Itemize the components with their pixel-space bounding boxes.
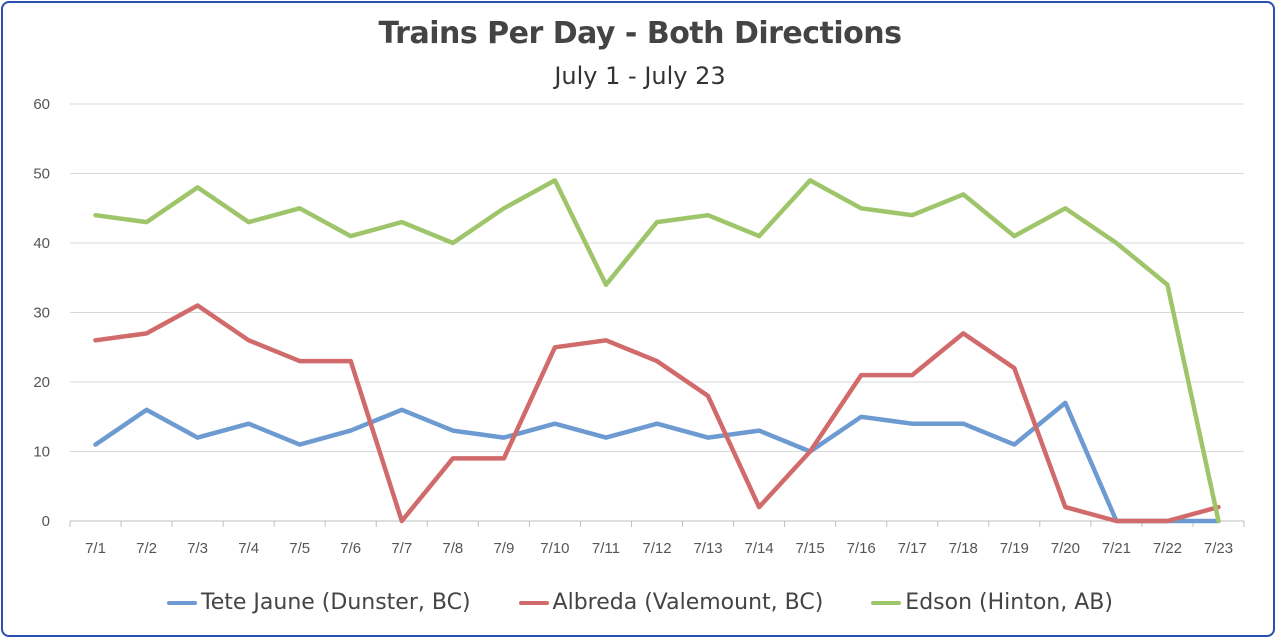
x-tick-label: 7/17 bbox=[898, 540, 927, 557]
chart-title: Trains Per Day - Both Directions bbox=[378, 16, 902, 51]
x-tick-label: 7/11 bbox=[592, 540, 620, 557]
legend-item: Edson (Hinton, AB) bbox=[871, 590, 1113, 615]
legend-label: Albreda (Valemount, BC) bbox=[552, 590, 824, 615]
legend-item: Albreda (Valemount, BC) bbox=[518, 590, 824, 615]
legend-label: Edson (Hinton, AB) bbox=[905, 590, 1113, 615]
chart-subtitle: July 1 - July 23 bbox=[554, 62, 726, 90]
legend-swatch bbox=[167, 600, 198, 605]
x-tick-label: 7/8 bbox=[442, 540, 463, 557]
y-tick-label: 10 bbox=[33, 444, 50, 461]
x-tick-label: 7/22 bbox=[1153, 540, 1182, 557]
x-tick-label: 7/4 bbox=[238, 540, 259, 557]
x-tick-label: 7/18 bbox=[949, 540, 978, 557]
series-line-0 bbox=[93, 400, 1221, 524]
series-line-2 bbox=[93, 178, 1221, 524]
series-line-1 bbox=[93, 303, 1221, 524]
x-tick-label: 7/14 bbox=[744, 540, 773, 557]
x-tick-label: 7/10 bbox=[540, 540, 569, 557]
legend-swatch bbox=[871, 600, 902, 605]
x-tick-label: 7/13 bbox=[693, 540, 722, 557]
x-tick-label: 7/3 bbox=[187, 540, 208, 557]
x-tick-label: 7/5 bbox=[289, 540, 310, 557]
x-tick-label: 7/2 bbox=[136, 540, 157, 557]
y-tick-label: 20 bbox=[33, 374, 50, 391]
legend-item: Tete Jaune (Dunster, BC) bbox=[167, 590, 471, 615]
y-tick-label: 50 bbox=[33, 166, 50, 183]
x-tick-label: 7/21 bbox=[1102, 540, 1131, 557]
x-tick-label: 7/1 bbox=[85, 540, 106, 557]
y-tick-label: 60 bbox=[33, 96, 50, 113]
x-tick-label: 7/19 bbox=[1000, 540, 1029, 557]
x-tick-label: 7/20 bbox=[1051, 540, 1080, 557]
x-tick-label: 7/23 bbox=[1204, 540, 1233, 557]
x-tick-label: 7/15 bbox=[796, 540, 825, 557]
y-tick-label: 0 bbox=[42, 513, 50, 530]
legend-swatch bbox=[518, 600, 549, 605]
x-tick-label: 7/7 bbox=[391, 540, 412, 557]
x-tick-label: 7/16 bbox=[847, 540, 876, 557]
x-tick-label: 7/12 bbox=[642, 540, 671, 557]
x-tick-label: 7/9 bbox=[493, 540, 514, 557]
chart-legend: Tete Jaune (Dunster, BC) Albreda (Valemou… bbox=[0, 590, 1280, 615]
y-tick-label: 30 bbox=[33, 305, 50, 322]
legend-label: Tete Jaune (Dunster, BC) bbox=[201, 590, 471, 615]
x-tick-label: 7/6 bbox=[340, 540, 361, 557]
y-tick-label: 40 bbox=[33, 235, 50, 252]
